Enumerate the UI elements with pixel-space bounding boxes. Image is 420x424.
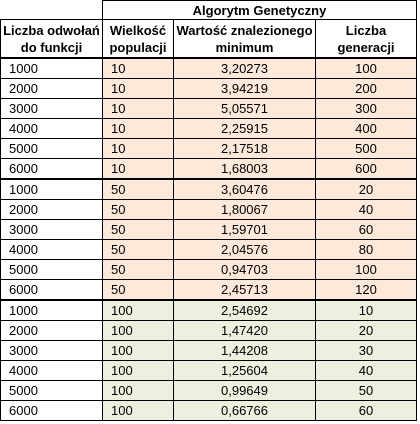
cell-minimum: 3,20273	[173, 57, 316, 79]
cell-minimum: 1,44208	[173, 340, 316, 361]
table-row: 6000 100 0,66766 60	[0, 400, 417, 421]
cell-calls: 6000	[0, 400, 103, 421]
cell-calls: 5000	[0, 259, 103, 280]
cell-generations: 500	[315, 138, 417, 159]
cell-calls: 1000	[0, 178, 103, 200]
table-row: 3000 10 5,05571 300	[0, 98, 417, 119]
table-row: 3000 50 1,59701 60	[0, 219, 417, 240]
cell-calls: 3000	[0, 219, 103, 240]
cell-population: 50	[102, 279, 174, 301]
cell-generations: 40	[315, 360, 417, 381]
cell-calls: 2000	[0, 78, 103, 99]
cell-calls: 5000	[0, 380, 103, 401]
table-row: 2000 100 1,47420 20	[0, 320, 417, 341]
table-row: 6000 50 2,45713 120	[0, 279, 417, 301]
cell-minimum: 3,60476	[173, 178, 316, 200]
cell-generations: 20	[315, 178, 417, 200]
cell-population: 100	[102, 299, 174, 321]
cell-population: 50	[102, 259, 174, 280]
cell-generations: 120	[315, 279, 417, 301]
cell-population: 100	[102, 380, 174, 401]
table-row: 4000 10 2,25915 400	[0, 118, 417, 139]
cell-population: 10	[102, 118, 174, 139]
table-row: 5000 10 2,17518 500	[0, 138, 417, 159]
cell-calls: 3000	[0, 98, 103, 119]
cell-minimum: 2,25915	[173, 118, 316, 139]
header-population: Wielkość populacji	[102, 19, 174, 59]
cell-minimum: 0,94703	[173, 259, 316, 280]
table-row: 4000 100 1,25604 40	[0, 360, 417, 381]
cell-calls: 4000	[0, 239, 103, 260]
header-minimum: Wartość znalezionego minimum	[173, 19, 316, 59]
table-row: 2000 10 3,94219 200	[0, 78, 417, 99]
cell-population: 50	[102, 239, 174, 260]
cell-calls: 2000	[0, 320, 103, 341]
table-body: 1000 10 3,20273 100 2000 10 3,94219 200 3000 10 5,…	[0, 57, 417, 421]
cell-calls: 4000	[0, 360, 103, 381]
table-row: 3000 100 1,44208 30	[0, 340, 417, 361]
cell-calls: 6000	[0, 158, 103, 180]
cell-minimum: 2,04576	[173, 239, 316, 260]
cell-calls: 1000	[0, 57, 103, 79]
table-row: 1000 50 3,60476 20	[0, 178, 417, 200]
cell-generations: 80	[315, 239, 417, 260]
cell-minimum: 1,59701	[173, 219, 316, 240]
cell-calls: 4000	[0, 118, 103, 139]
cell-population: 100	[102, 400, 174, 421]
cell-generations: 300	[315, 98, 417, 119]
cell-calls: 6000	[0, 279, 103, 301]
empty-corner-cell	[0, 0, 103, 20]
cell-population: 100	[102, 340, 174, 361]
cell-population: 100	[102, 320, 174, 341]
table-row: 5000 100 0,99649 50	[0, 380, 417, 401]
table-row: 5000 50 0,94703 100	[0, 259, 417, 280]
table-row: 6000 10 1,68003 600	[0, 158, 417, 180]
header-generations: Liczba generacji	[315, 19, 417, 59]
cell-minimum: 1,68003	[173, 158, 316, 180]
cell-calls: 1000	[0, 299, 103, 321]
cell-minimum: 0,66766	[173, 400, 316, 421]
cell-minimum: 2,17518	[173, 138, 316, 159]
cell-generations: 60	[315, 400, 417, 421]
cell-minimum: 1,47420	[173, 320, 316, 341]
cell-population: 50	[102, 199, 174, 220]
cell-generations: 40	[315, 199, 417, 220]
cell-minimum: 2,54692	[173, 299, 316, 321]
cell-population: 10	[102, 158, 174, 180]
cell-generations: 10	[315, 299, 417, 321]
cell-minimum: 0,99649	[173, 380, 316, 401]
cell-generations: 400	[315, 118, 417, 139]
cell-minimum: 1,25604	[173, 360, 316, 381]
cell-generations: 200	[315, 78, 417, 99]
cell-generations: 30	[315, 340, 417, 361]
header-calls: Liczba odwołań do funkcji	[0, 19, 103, 59]
cell-calls: 2000	[0, 199, 103, 220]
cell-generations: 100	[315, 259, 417, 280]
table-row: 1000 100 2,54692 10	[0, 299, 417, 321]
cell-generations: 60	[315, 219, 417, 240]
cell-population: 50	[102, 178, 174, 200]
cell-population: 10	[102, 78, 174, 99]
cell-population: 10	[102, 57, 174, 79]
table-row: 4000 50 2,04576 80	[0, 239, 417, 260]
cell-minimum: 1,80067	[173, 199, 316, 220]
cell-calls: 3000	[0, 340, 103, 361]
group-title: Algorytm Genetyczny	[102, 0, 417, 20]
cell-minimum: 3,94219	[173, 78, 316, 99]
cell-population: 10	[102, 98, 174, 119]
cell-generations: 50	[315, 380, 417, 401]
cell-minimum: 2,45713	[173, 279, 316, 301]
cell-population: 50	[102, 219, 174, 240]
cell-generations: 20	[315, 320, 417, 341]
cell-generations: 100	[315, 57, 417, 79]
cell-generations: 600	[315, 158, 417, 180]
cell-minimum: 5,05571	[173, 98, 316, 119]
cell-calls: 5000	[0, 138, 103, 159]
table-row: 1000 10 3,20273 100	[0, 57, 417, 79]
cell-population: 10	[102, 138, 174, 159]
cell-population: 100	[102, 360, 174, 381]
table-row: 2000 50 1,80067 40	[0, 199, 417, 220]
